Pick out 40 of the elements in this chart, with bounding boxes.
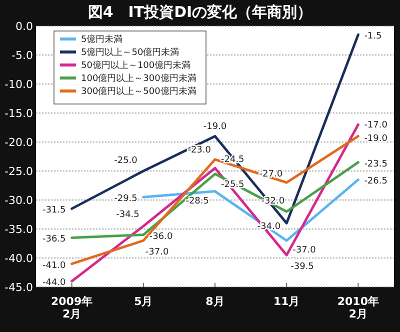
y-tick-label: -35.0 bbox=[4, 223, 33, 236]
x-tick-label: 5月 bbox=[134, 295, 153, 308]
legend-label: 300億円以上～500億円未満 bbox=[81, 86, 196, 97]
legend-label: 100億円以上～300億円未満 bbox=[81, 73, 196, 84]
y-tick-label: -5.0 bbox=[12, 49, 33, 62]
data-label: -31.5 bbox=[42, 206, 66, 216]
y-tick-label: -45.0 bbox=[4, 281, 33, 294]
x-tick-label: 2010年 2月 bbox=[337, 295, 380, 321]
y-tick-label: -40.0 bbox=[4, 252, 33, 265]
x-tick-label: 11月 bbox=[273, 295, 300, 308]
data-label: -19.0 bbox=[203, 122, 227, 132]
y-tick-label: -10.0 bbox=[4, 78, 33, 91]
data-label: -1.5 bbox=[364, 32, 382, 42]
data-label: -19.0 bbox=[364, 134, 388, 144]
data-label: -36.5 bbox=[42, 234, 66, 245]
data-label: -36.0 bbox=[149, 232, 173, 242]
data-label: -39.5 bbox=[290, 262, 314, 272]
legend-label: 5億円以上～50億円未満 bbox=[81, 47, 180, 58]
data-label: -23.0 bbox=[188, 145, 212, 156]
data-label: -25.0 bbox=[114, 156, 138, 166]
data-label: -23.5 bbox=[364, 159, 388, 170]
data-label: -37.0 bbox=[292, 246, 316, 256]
y-tick-label: 0.0 bbox=[16, 20, 33, 33]
y-tick-label: -20.0 bbox=[4, 136, 33, 149]
y-tick-label: -25.0 bbox=[4, 165, 33, 178]
legend-label: 50億円以上～100億円未満 bbox=[81, 60, 191, 71]
data-label: -34.5 bbox=[116, 210, 140, 220]
data-label: -44.0 bbox=[42, 278, 66, 288]
chart-title: 図4 IT投資DIの変化（年商別） bbox=[88, 3, 312, 21]
y-tick-label: -30.0 bbox=[4, 194, 33, 207]
x-tick-label: 2009年 2月 bbox=[50, 295, 93, 321]
data-label: -28.5 bbox=[186, 196, 209, 206]
data-label: -17.0 bbox=[364, 120, 388, 131]
legend-label: 5億円未満 bbox=[81, 34, 123, 45]
data-label: -41.0 bbox=[42, 260, 66, 271]
data-label: -37.0 bbox=[145, 248, 169, 258]
data-label: -26.5 bbox=[364, 176, 388, 187]
y-tick-label: -15.0 bbox=[4, 107, 33, 120]
data-label: -29.5 bbox=[114, 194, 138, 204]
x-tick-label: 8月 bbox=[206, 295, 224, 308]
